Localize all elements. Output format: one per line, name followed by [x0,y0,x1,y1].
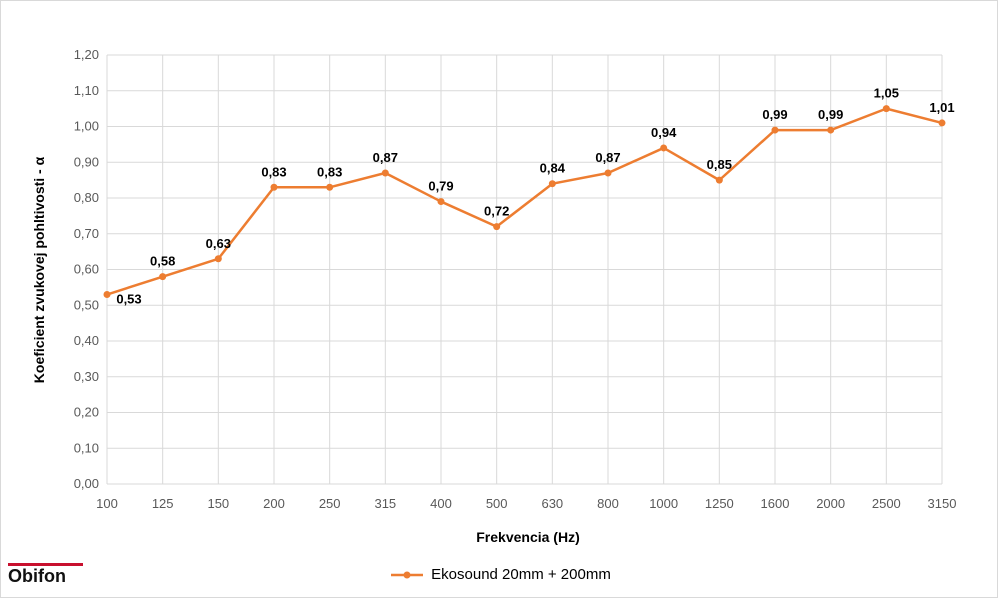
data-point [214,255,222,263]
data-point [882,105,890,113]
y-axis-title: Koeficient zvukovej pohltivosti - α [31,156,47,383]
data-label: 0,83 [317,164,342,179]
y-tick-label: 1,00 [74,119,99,134]
data-label: 0,87 [595,150,620,165]
data-point [159,273,167,281]
x-tick-label: 500 [486,496,508,511]
data-point [270,183,278,191]
data-label: 0,99 [762,107,787,122]
data-label: 0,87 [373,150,398,165]
x-tick-labels: 100 125 150 200 250 315 400 500 630 800 1000 1250 16… [96,496,956,511]
x-tick-label: 250 [319,496,341,511]
data-point [103,291,111,299]
x-tick-label: 1000 [649,496,678,511]
y-tick-label: 0,00 [74,476,99,491]
x-tick-label: 630 [541,496,563,511]
y-tick-label: 0,80 [74,190,99,205]
data-label: 0,99 [818,107,843,122]
data-point [938,119,946,127]
y-tick-label: 1,10 [74,83,99,98]
logo-accent-bar [8,563,83,566]
data-label: 1,05 [874,86,899,101]
data-point [827,126,835,134]
x-axis-title: Frekvencia (Hz) [476,529,579,545]
line-chart: 0,00 0,10 0,20 0,30 0,40 0,50 0,60 0,70 0,80 0,90… [31,47,956,545]
data-label: 0,84 [540,161,566,176]
legend-series-label: Ekosound 20mm + 200mm [431,566,611,583]
x-tick-label: 125 [152,496,174,511]
obifon-logo: Obifon [8,566,66,586]
data-point [381,169,389,177]
y-tick-label: 0,10 [74,440,99,455]
data-label: 0,94 [651,125,677,140]
y-tick-label: 0,40 [74,333,99,348]
data-label: 0,58 [150,254,175,269]
x-tick-label: 150 [207,496,229,511]
data-label: 0,83 [261,164,286,179]
data-point [326,183,334,191]
x-tick-label: 200 [263,496,285,511]
y-tick-label: 0,60 [74,262,99,277]
series-line-group [103,105,946,299]
x-tick-label: 3150 [928,496,957,511]
y-tick-label: 0,30 [74,369,99,384]
x-tick-label: 2000 [816,496,845,511]
y-tick-label: 0,20 [74,405,99,420]
data-label: 0,53 [116,292,141,307]
data-point [604,169,612,177]
y-tick-label: 1,20 [74,47,99,62]
series-line [106,107,943,296]
y-tick-label: 0,90 [74,154,99,169]
data-point [437,198,445,206]
y-tick-label: 0,50 [74,297,99,312]
data-point [493,223,501,231]
legend-line-marker-icon [391,571,424,578]
x-tick-label: 800 [597,496,619,511]
data-labels: 0,53 0,58 0,63 0,83 0,83 0,87 0,79 0,72 0,84 0,87… [116,86,954,307]
legend: Ekosound 20mm + 200mm [0,566,1000,586]
x-tick-label: 1600 [761,496,790,511]
data-label: 0,79 [428,179,453,194]
y-tick-label: 0,70 [74,226,99,241]
data-label: 0,72 [484,204,509,219]
y-tick-labels: 0,00 0,10 0,20 0,30 0,40 0,50 0,60 0,70 0,80 0,90… [74,47,99,491]
x-tick-label: 100 [96,496,118,511]
data-label: 0,85 [707,157,732,172]
x-tick-label: 315 [374,496,396,511]
data-point [548,180,556,188]
x-tick-label: 2500 [872,496,901,511]
data-label: 1,01 [929,100,954,115]
data-point [660,144,668,152]
data-point [715,176,723,184]
x-tick-label: 1250 [705,496,734,511]
data-point [771,126,779,134]
data-label: 0,63 [206,236,231,251]
gridlines [106,54,943,485]
x-tick-label: 400 [430,496,452,511]
